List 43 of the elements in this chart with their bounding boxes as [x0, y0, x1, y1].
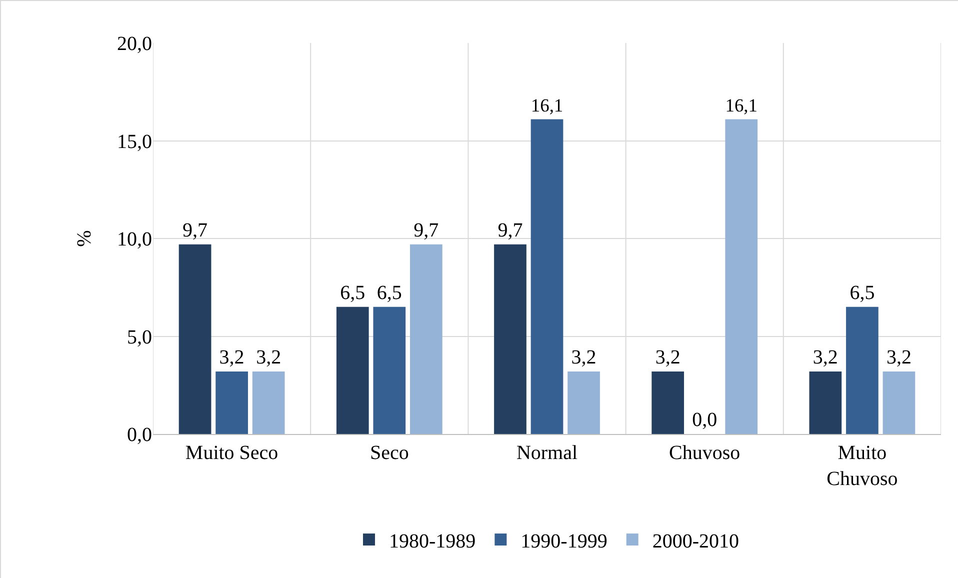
data-label: 3,2 — [256, 346, 282, 368]
bar — [652, 371, 684, 434]
data-label: 9,7 — [182, 219, 208, 242]
y-tick-label: 5,0 — [127, 326, 152, 348]
bar — [336, 306, 369, 434]
legend-label: 2000-2010 — [652, 530, 740, 552]
data-label: 3,2 — [219, 346, 244, 368]
bar — [494, 244, 526, 434]
bar — [846, 306, 878, 434]
bar — [252, 371, 285, 434]
bar — [216, 371, 248, 434]
legend-label: 1990-1999 — [520, 530, 608, 552]
data-label: 6,5 — [340, 282, 366, 304]
bar — [530, 119, 564, 434]
y-tick-label: 15,0 — [117, 130, 152, 153]
bar — [725, 119, 758, 434]
data-label: 6,5 — [850, 282, 875, 304]
y-tick-label: 0,0 — [127, 424, 152, 446]
data-label: 3,2 — [571, 346, 596, 368]
bar — [568, 371, 600, 434]
data-label: 16,1 — [530, 96, 564, 116]
x-tick-label: Seco — [370, 442, 409, 464]
data-label: 3,2 — [886, 346, 912, 368]
y-tick-label: 10,0 — [117, 228, 152, 250]
data-label: 9,7 — [498, 219, 523, 242]
bar — [373, 306, 406, 434]
data-label: 0,0 — [692, 409, 718, 431]
y-axis-title: % — [74, 230, 96, 247]
x-tick-label: Muito Chuvoso — [826, 442, 898, 490]
x-tick-label: Muito Seco — [185, 442, 278, 464]
data-label: 16,1 — [725, 96, 758, 116]
data-label: 3,2 — [655, 346, 680, 368]
x-tick-label: Chuvoso — [669, 442, 740, 464]
bar — [410, 244, 442, 434]
bar — [178, 244, 212, 434]
data-label: 9,7 — [414, 219, 439, 242]
bar — [809, 371, 842, 434]
legend-label: 1980-1989 — [389, 530, 476, 552]
y-tick-label: 20,0 — [117, 33, 152, 55]
bar — [882, 371, 916, 434]
data-label: 6,5 — [376, 282, 402, 304]
data-label: 3,2 — [812, 346, 838, 368]
x-tick-label: Normal — [516, 442, 578, 464]
